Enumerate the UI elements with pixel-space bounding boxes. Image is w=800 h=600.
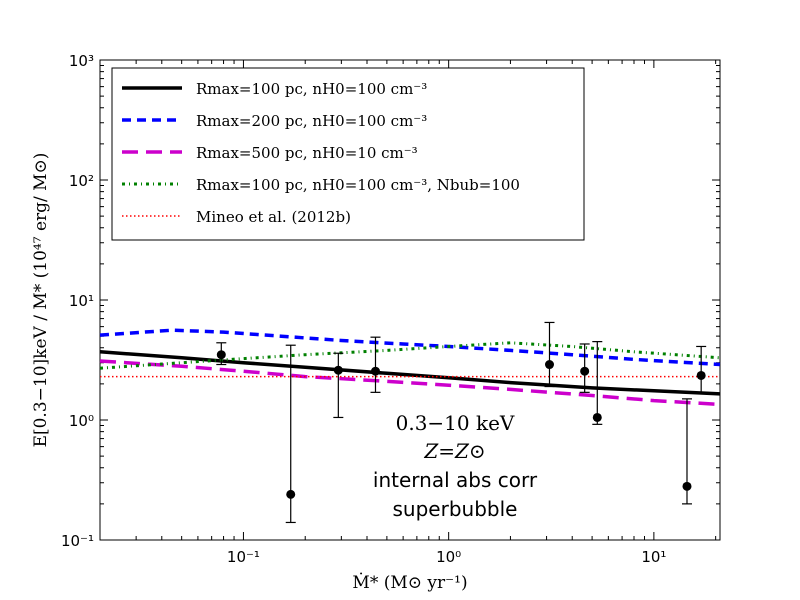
data-point [696, 370, 706, 380]
y-tick-label: 10⁻¹ [61, 532, 94, 550]
data-point [592, 412, 602, 422]
data-point [286, 489, 296, 499]
data-point [370, 366, 380, 376]
y-axis-label: E[0.3−10]keV / M* (10⁴⁷ erg/ M⊙) [31, 153, 51, 448]
data-point [216, 350, 226, 360]
y-tick-label: 10³ [69, 52, 94, 70]
data-point [580, 366, 590, 376]
x-axis-label: Ṁ* (M⊙ yr⁻¹) [352, 572, 467, 593]
annotation-superbubble: superbubble [393, 497, 518, 521]
legend-label-1: Rmax=100 pc, nH0=100 cm⁻³ [196, 80, 427, 98]
legend-label-4: Rmax=100 pc, nH0=100 cm⁻³, Nbub=100 [196, 176, 520, 194]
annotation-metallicity: Z=Z⊙ [423, 439, 485, 463]
series-line-4 [99, 341, 721, 370]
x-tick-label: 10⁰ [436, 548, 461, 566]
x-tick-label: 10¹ [641, 548, 666, 566]
y-tick-label: 10¹ [69, 292, 94, 310]
legend-label-5: Mineo et al. (2012b) [196, 208, 351, 226]
y-tick-label: 10⁰ [69, 412, 94, 430]
series-curves [99, 328, 721, 407]
data-point [544, 360, 554, 370]
annotation-band: 0.3−10 keV [396, 411, 515, 435]
legend-label-2: Rmax=200 pc, nH0=100 cm⁻³ [196, 112, 427, 130]
annotation-absorption: internal abs corr [373, 468, 538, 492]
y-tick-label: 10² [69, 172, 94, 190]
legend-label-3: Rmax=500 pc, nH0=10 cm⁻³ [196, 144, 418, 162]
series-line-2 [99, 328, 721, 367]
data-point [333, 365, 343, 375]
x-tick-label: 10⁻¹ [227, 548, 260, 566]
data-point [682, 481, 692, 491]
series-line-3 [99, 359, 721, 407]
legend-box [111, 67, 585, 241]
data-points [216, 321, 707, 524]
legend: Rmax=100 pc, nH0=100 cm⁻³ Rmax=200 pc, nH… [111, 67, 585, 241]
ticks: 10⁻¹ 10⁰ 10¹ 10⁻¹ 10⁰ 10¹ 10² 10³ [61, 52, 720, 566]
series-line-1 [99, 350, 721, 396]
